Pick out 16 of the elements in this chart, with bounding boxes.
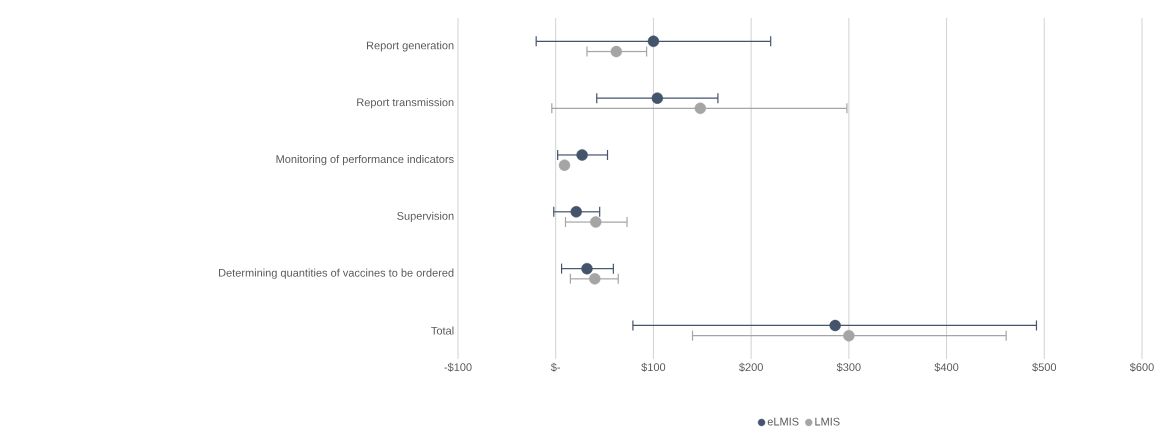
x-tick-label: $200 <box>739 362 763 372</box>
x-tick-label: $500 <box>1032 362 1057 372</box>
x-tick-label: $100 <box>641 362 666 372</box>
x-tick-label: $- <box>550 362 561 372</box>
x-tick-label: $600 <box>1129 362 1154 372</box>
y-tick-label: Report transmission <box>357 98 454 109</box>
x-tick-label: -$100 <box>444 362 472 372</box>
y-tick-label: Determining quantities of vaccines to be ordered <box>219 268 454 279</box>
x-tick-label: $400 <box>934 362 959 372</box>
y-tick-label: Supervision <box>397 211 454 223</box>
legend-label: eLMIS <box>767 417 799 426</box>
legend-label: LMIS <box>815 417 840 426</box>
y-tick-label: Report generation <box>366 41 454 52</box>
y-tick-label: Monitoring of performance indicators <box>276 154 454 166</box>
y-tick-label: Total <box>431 326 454 335</box>
x-tick-label: $300 <box>836 362 861 372</box>
